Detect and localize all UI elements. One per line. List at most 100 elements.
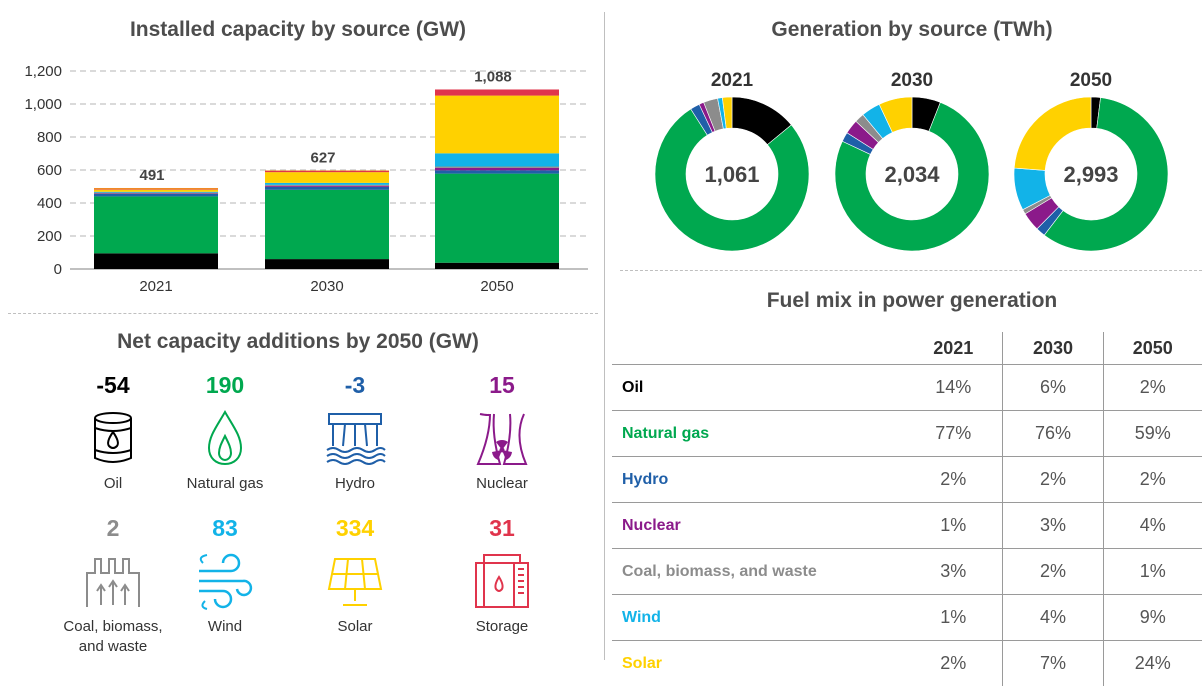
y-tick-label: 200 [37, 228, 62, 245]
y-tick-label: 800 [37, 129, 62, 146]
addition-label: Solar [290, 617, 420, 637]
addition-label: Nuclear [437, 474, 567, 494]
fuel-mix-fuel-label: Oil [612, 365, 904, 411]
wind-icon [193, 549, 257, 613]
x-tick-label: 2021 [139, 278, 172, 295]
fuel-mix-header-fuel [612, 332, 904, 365]
x-tick-label: 2050 [480, 278, 513, 295]
bar-segment-oil [94, 253, 218, 269]
bar-segment-nuclear [265, 186, 389, 187]
fuel-mix-fuel-label: Natural gas [612, 411, 904, 457]
donut-total-label: 2,993 [1063, 162, 1118, 187]
fuel-mix-share: 2% [1103, 457, 1202, 503]
fuel-mix-share: 4% [1103, 503, 1202, 549]
addition-nuclear: 15 Nuclear [437, 372, 567, 494]
bar-segment-hydro [435, 170, 559, 173]
addition-solar: 334 Solar [290, 515, 420, 637]
addition-value: 83 [160, 515, 290, 541]
fuel-mix-share: 4% [1003, 595, 1103, 641]
bar-segment-natural_gas [265, 190, 389, 259]
fuel-mix-header-year: 2030 [1003, 332, 1103, 365]
fuel-mix-share: 76% [1003, 411, 1103, 457]
fuel-mix-header-year: 2050 [1103, 332, 1202, 365]
bar-segment-solar [435, 96, 559, 154]
addition-oil: -54 Oil [48, 372, 178, 494]
fuel-mix-share: 7% [1003, 641, 1103, 686]
bar-segment-solar [94, 190, 218, 192]
addition-value: 31 [437, 515, 567, 541]
bar-segment-coal [94, 193, 218, 194]
addition-value: -3 [290, 372, 420, 398]
x-tick-label: 2030 [310, 278, 343, 295]
addition-value: 334 [290, 515, 420, 541]
donut-total-label: 1,061 [704, 162, 759, 187]
left-horizontal-divider [8, 313, 598, 314]
fuel-mix-share: 59% [1103, 411, 1202, 457]
addition-label: Storage [437, 617, 567, 637]
bar-segment-natural_gas [435, 174, 559, 263]
bar-segment-natural_gas [94, 196, 218, 253]
vertical-divider [604, 12, 605, 660]
addition-label: Coal, biomass, and waste [48, 617, 178, 657]
dam-icon [323, 406, 387, 470]
battery-storage-icon [470, 549, 534, 613]
bar-segment-wind [94, 192, 218, 193]
bar-total-label: 1,088 [474, 68, 512, 85]
bar-segment-coal [435, 167, 559, 168]
addition-value: -54 [48, 372, 178, 398]
factory-icon [81, 549, 145, 613]
fuel-mix-share: 14% [904, 365, 1003, 411]
bar-segment-storage [435, 89, 559, 95]
bar-segment-wind [435, 153, 559, 166]
oil-barrel-icon [81, 406, 145, 470]
generation-title: Generation by source (TWh) [612, 18, 1202, 42]
addition-label: Oil [48, 474, 178, 494]
installed-capacity-chart: 02004006008001,0001,200491202162720301,0… [0, 55, 600, 305]
fuel-mix-share: 77% [904, 411, 1003, 457]
fuel-mix-fuel-label: Solar [612, 641, 904, 686]
fuel-mix-share: 3% [904, 549, 1003, 595]
donut-total-label: 2,034 [884, 162, 940, 187]
fuel-mix-header-row: 2021 2030 2050 [612, 332, 1202, 365]
y-tick-label: 400 [37, 195, 62, 212]
flame-icon [193, 406, 257, 470]
fuel-mix-share: 3% [1003, 503, 1103, 549]
addition-coal: 2 Coal, biomass, and waste [48, 515, 178, 657]
bar-segment-solar [265, 172, 389, 183]
y-tick-label: 1,200 [24, 63, 62, 80]
addition-storage: 31 Storage [437, 515, 567, 637]
fuel-mix-share: 2% [1003, 549, 1103, 595]
bar-segment-storage [265, 171, 389, 172]
bar-segment-hydro [94, 194, 218, 196]
fuel-mix-fuel-label: Hydro [612, 457, 904, 503]
addition-label: Hydro [290, 474, 420, 494]
fuel-mix-share: 6% [1003, 365, 1103, 411]
bar-total-label: 491 [139, 167, 164, 184]
fuel-mix-fuel-label: Nuclear [612, 503, 904, 549]
y-tick-label: 600 [37, 162, 62, 179]
bar-segment-other_orange [94, 188, 218, 189]
fuel-mix-share: 2% [1103, 365, 1202, 411]
addition-value: 2 [48, 515, 178, 541]
fuel-mix-share: 2% [904, 457, 1003, 503]
addition-value: 15 [437, 372, 567, 398]
fuel-mix-share: 2% [904, 641, 1003, 686]
donut-year-label: 2050 [1070, 70, 1112, 91]
addition-label: Natural gas [160, 474, 290, 494]
right-horizontal-divider [620, 270, 1202, 271]
fuel-mix-share: 1% [904, 595, 1003, 641]
fuel-mix-share: 1% [1103, 549, 1202, 595]
donut-year-label: 2030 [891, 70, 933, 91]
fuel-mix-share: 9% [1103, 595, 1202, 641]
y-tick-label: 0 [54, 261, 62, 278]
bar-segment-oil [265, 259, 389, 269]
fuel-mix-fuel-label: Coal, biomass, and waste [612, 549, 904, 595]
